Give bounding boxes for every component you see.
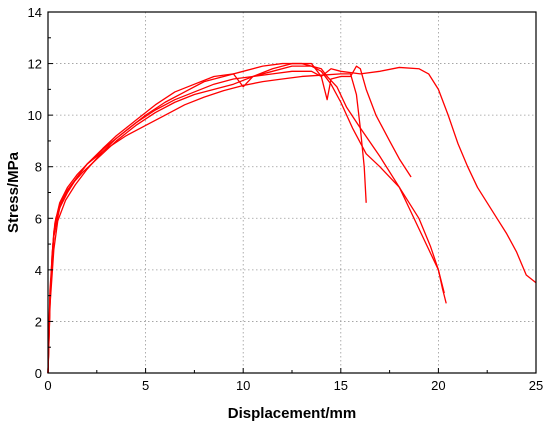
y-tick-label: 8	[35, 160, 42, 175]
x-tick-label: 10	[236, 378, 250, 393]
x-axis-title: Displacement/mm	[228, 405, 356, 422]
y-tick-label: 6	[35, 211, 42, 226]
series-line-2	[47, 65, 447, 374]
y-tick-label: 10	[28, 108, 42, 123]
x-tick-label: 25	[529, 378, 543, 393]
y-axis-title: Stress/MPa	[5, 151, 22, 233]
y-tick-label: 12	[28, 57, 42, 72]
y-tick-label: 0	[35, 366, 42, 381]
series-group	[47, 62, 537, 374]
y-tick-label: 14	[28, 5, 42, 20]
y-axis-ticks: 0 2 4 6 8 10 12 14	[28, 5, 53, 381]
y-tick-label: 4	[35, 263, 42, 278]
grid-lines	[48, 12, 536, 373]
y-tick-label: 2	[35, 314, 42, 329]
series-line-5	[47, 65, 412, 374]
x-axis-ticks: 0 5 10 15 20 25	[44, 368, 543, 393]
series-line-1	[47, 73, 367, 374]
series-line-4	[47, 62, 537, 374]
x-tick-label: 5	[142, 378, 149, 393]
x-tick-label: 20	[431, 378, 445, 393]
x-tick-label: 0	[44, 378, 51, 393]
x-tick-label: 15	[334, 378, 348, 393]
